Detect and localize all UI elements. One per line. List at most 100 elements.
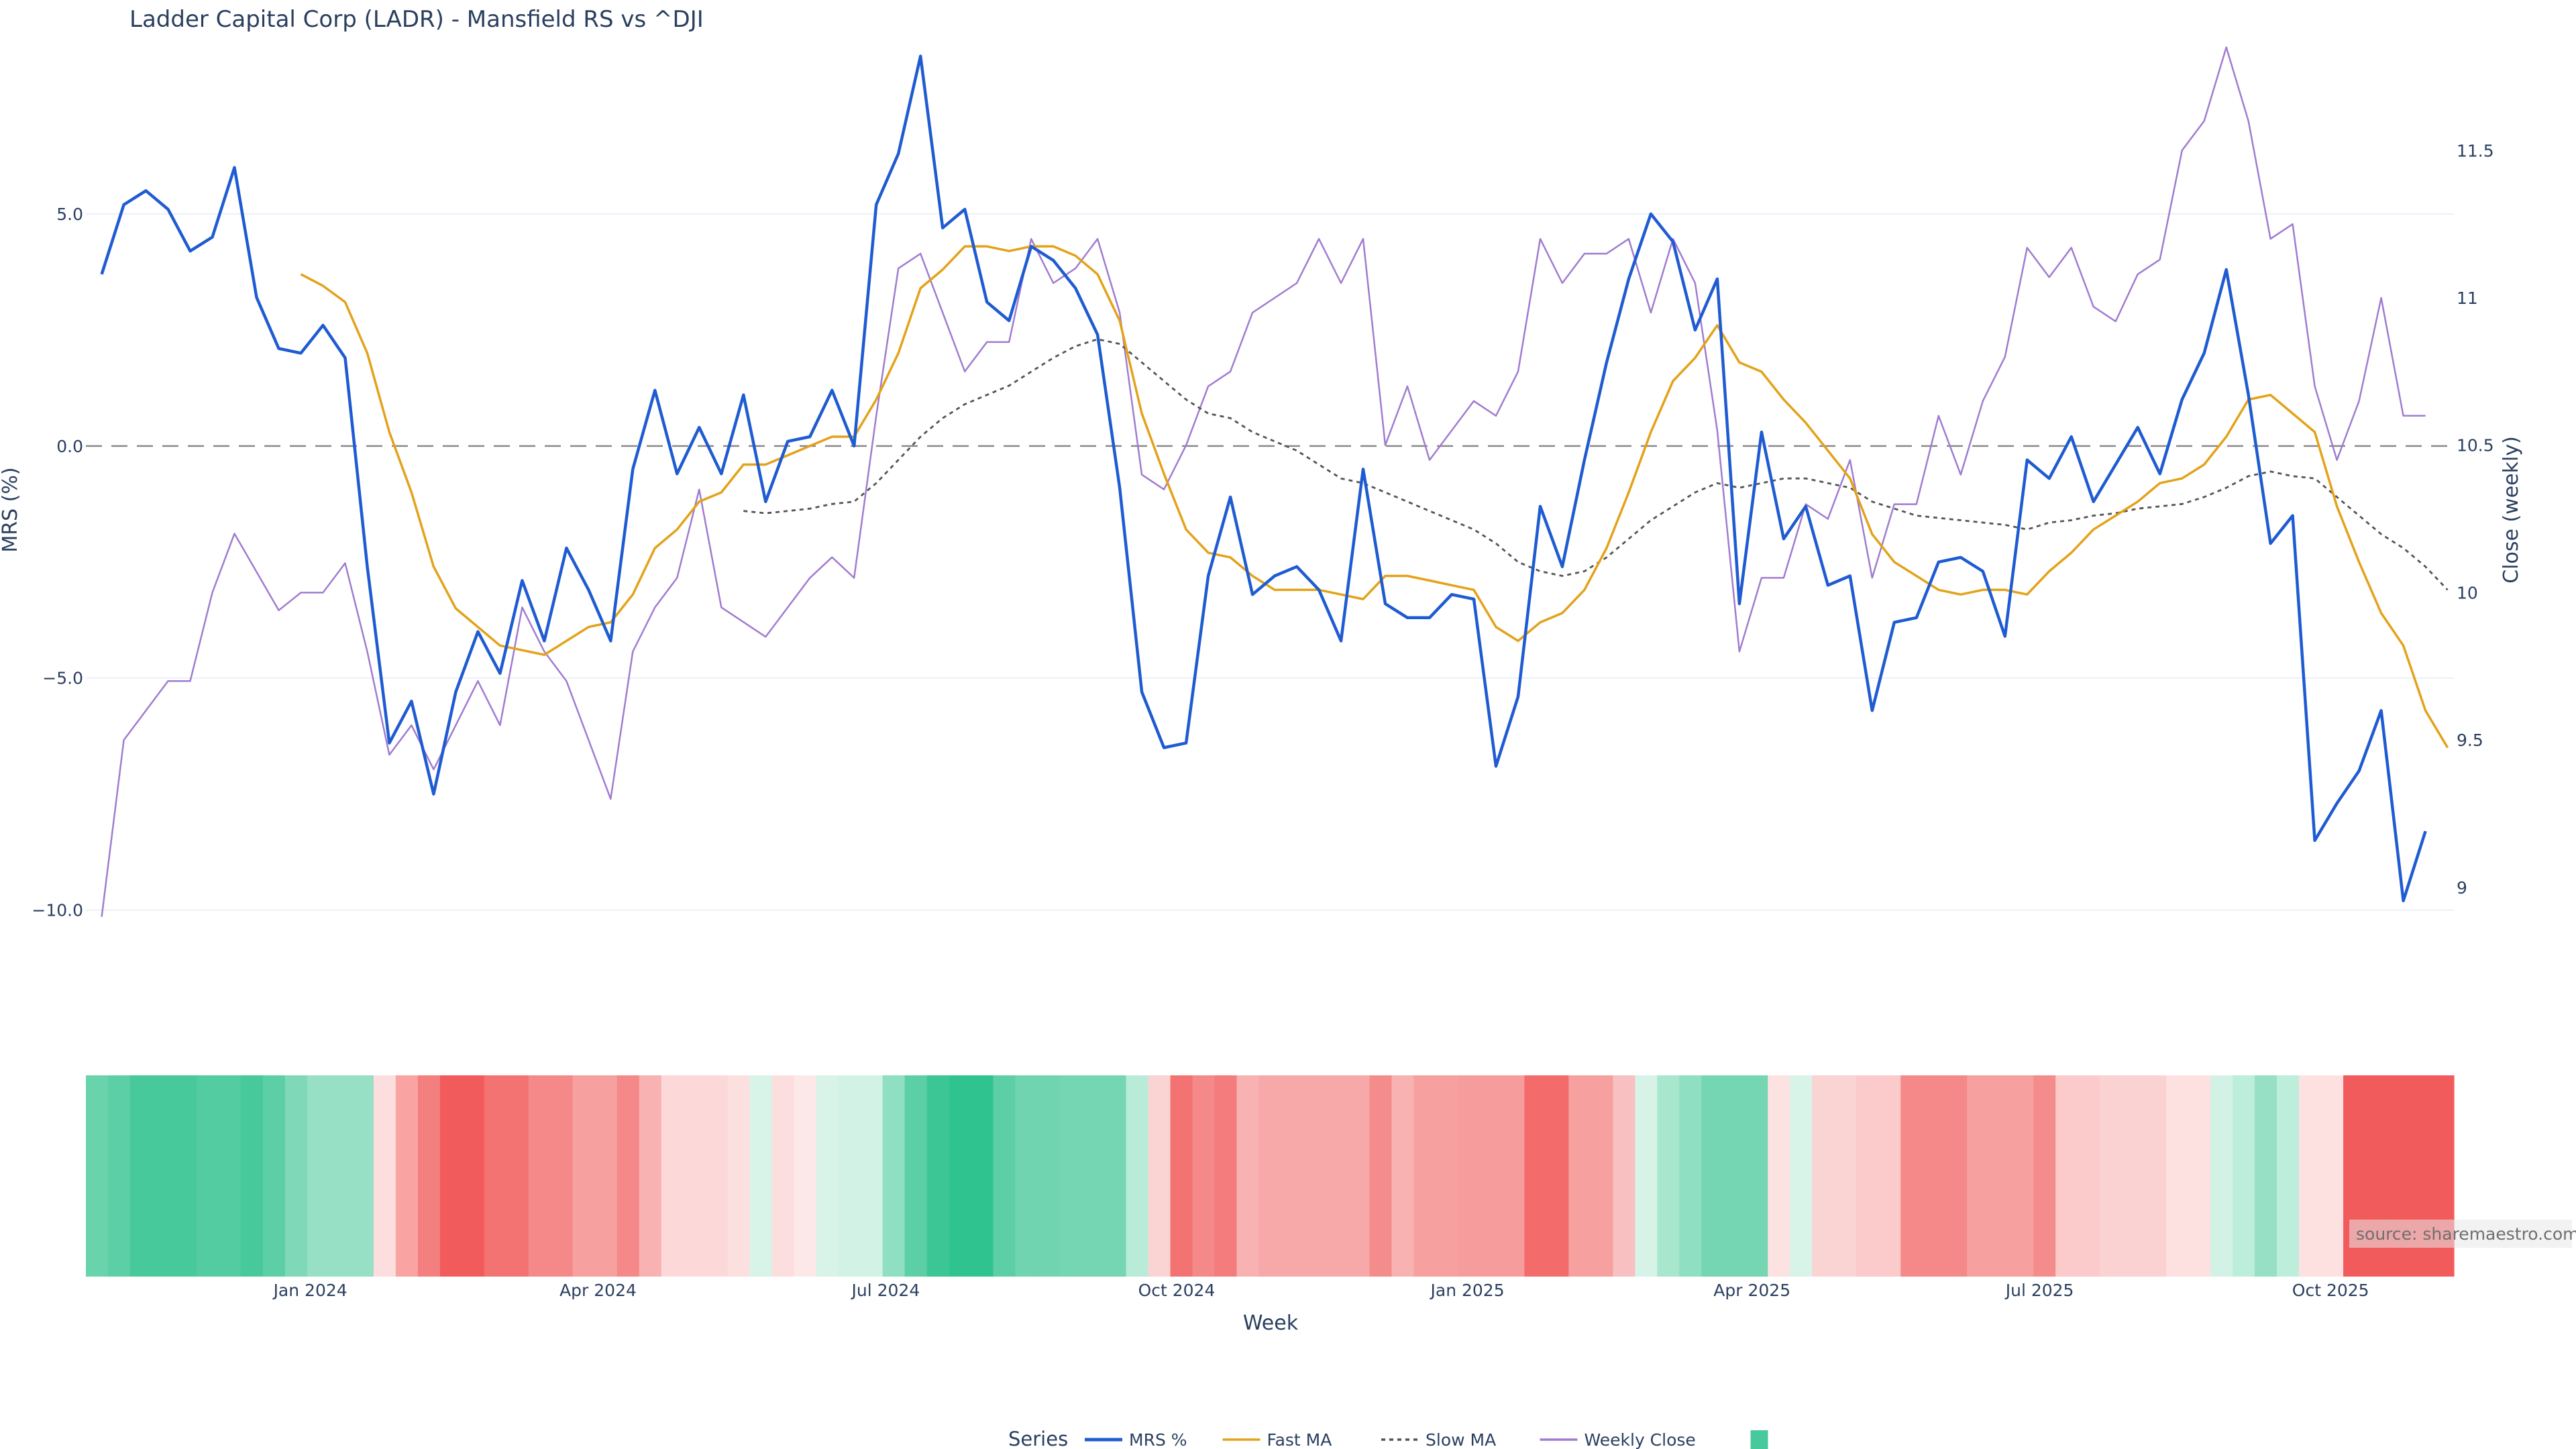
- heatmap-cell: [2122, 1075, 2145, 1277]
- legend-title: Series: [1008, 1428, 1068, 1449]
- heatmap-cell: [1701, 1075, 1724, 1277]
- heatmap-cell: [971, 1075, 994, 1277]
- y2-tick-label: 9.5: [2457, 731, 2483, 750]
- heatmap-cell: [1458, 1075, 1481, 1277]
- heatmap-cell: [904, 1075, 928, 1277]
- x-tick-label: Jul 2024: [851, 1281, 920, 1300]
- heatmap-cell: [307, 1075, 330, 1277]
- series-weekly-close: [101, 46, 2426, 917]
- heatmap-cell: [284, 1075, 308, 1277]
- heatmap-cell: [1148, 1075, 1171, 1277]
- heatmap-cell: [462, 1075, 485, 1277]
- series-slow-ma: [743, 338, 2449, 591]
- y-tick-label: 5.0: [56, 205, 83, 224]
- heatmap-cell: [2210, 1075, 2233, 1277]
- heatmap-cell: [1303, 1075, 1326, 1277]
- heatmap-cell: [1900, 1075, 1923, 1277]
- heatmap-cell: [417, 1075, 441, 1277]
- heatmap-cell: [1325, 1075, 1348, 1277]
- legend-label: Fast MA: [1267, 1430, 1332, 1449]
- heatmap-cell: [2100, 1075, 2123, 1277]
- heatmap-cell: [1546, 1075, 1569, 1277]
- heatmap-cell: [2033, 1075, 2056, 1277]
- heatmap-cell: [1923, 1075, 1945, 1277]
- grid: [86, 213, 2454, 911]
- x-tick-label: Jan 2024: [272, 1281, 347, 1300]
- heatmap-cell: [2144, 1075, 2167, 1277]
- heatmap-cell: [1768, 1075, 1790, 1277]
- series-layer: [100, 46, 2449, 917]
- heatmap-cell: [1369, 1075, 1393, 1277]
- heatmap-cell: [439, 1075, 463, 1277]
- heatmap-cell: [727, 1075, 751, 1277]
- y2-tick-label: 11: [2457, 288, 2478, 308]
- heatmap-cell: [993, 1075, 1016, 1277]
- heatmap-cell: [1104, 1075, 1127, 1277]
- heatmap-cell: [351, 1075, 374, 1277]
- heatmap-cell: [1059, 1075, 1083, 1277]
- x-tick-label: Oct 2025: [2292, 1281, 2369, 1300]
- heatmap-cell: [616, 1075, 640, 1277]
- y2-tick-label: 10.5: [2457, 436, 2494, 455]
- heatmap-cell: [2277, 1075, 2300, 1277]
- legend-label: MRS %: [1129, 1430, 1187, 1449]
- heatmap-cell: [1502, 1075, 1525, 1277]
- heatmap-cell: [2321, 1075, 2344, 1277]
- x-tick-label: Oct 2024: [1138, 1281, 1216, 1300]
- legend-swatch-heatmap: [1750, 1430, 1768, 1449]
- heatmap-cell: [1679, 1075, 1702, 1277]
- heatmap-cell: [152, 1075, 175, 1277]
- heatmap-cell: [1258, 1075, 1282, 1277]
- x-tick-label: Apr 2025: [1713, 1281, 1790, 1300]
- heatmap-cell: [1413, 1075, 1437, 1277]
- heatmap-cell: [329, 1075, 352, 1277]
- heatmap-cell: [949, 1075, 972, 1277]
- heatmap-cell: [1790, 1075, 1813, 1277]
- x-tick-label: Jan 2025: [1430, 1281, 1505, 1300]
- source-note: source: sharemaestro.com: [2356, 1224, 2576, 1244]
- heatmap-cell: [639, 1075, 662, 1277]
- heatmap-cell: [594, 1075, 618, 1277]
- heatmap-cell: [1391, 1075, 1415, 1277]
- heatmap-cell: [771, 1075, 795, 1277]
- heatmap-cell: [174, 1075, 197, 1277]
- x-axis: Jan 2024 Apr 2024 Jul 2024 Oct 2024 Jan 2025…: [272, 1281, 2369, 1300]
- heatmap-cell: [506, 1075, 529, 1277]
- heatmap-cell: [1126, 1075, 1149, 1277]
- heatmap-cell: [1524, 1075, 1547, 1277]
- heatmap-cell: [1436, 1075, 1459, 1277]
- heatmap-cell: [262, 1075, 286, 1277]
- heatmap-cell: [1281, 1075, 1304, 1277]
- y-axis-label: MRS (%): [0, 467, 22, 552]
- series-mrs: [100, 54, 2427, 903]
- y-tick-label: −10.0: [32, 901, 83, 920]
- x-tick-label: Apr 2024: [559, 1281, 637, 1300]
- heatmap-cell: [1945, 1075, 1968, 1277]
- heatmap-cell: [705, 1075, 729, 1277]
- heatmap-cell: [1236, 1075, 1260, 1277]
- heatmap-cell: [528, 1075, 551, 1277]
- heatmap-cell: [882, 1075, 906, 1277]
- heatmap-cell: [218, 1075, 241, 1277]
- heatmap-cell: [1657, 1075, 1680, 1277]
- heatmap-cell: [1613, 1075, 1635, 1277]
- heatmap-cell: [550, 1075, 574, 1277]
- y2-tick-label: 9: [2457, 878, 2467, 898]
- y-axis-right: 9 9.5 10 10.5 11 11.5: [2457, 141, 2494, 898]
- heatmap-cell: [1989, 1075, 2012, 1277]
- x-tick-label: Jul 2025: [2004, 1281, 2074, 1300]
- y-tick-label: −5.0: [42, 669, 83, 688]
- heatmap-cell: [1081, 1075, 1105, 1277]
- legend: Series MRS % Fast MA Slow MA Weekly Close: [1008, 1428, 1768, 1449]
- heatmap-cell: [484, 1075, 507, 1277]
- heatmap-cell: [1878, 1075, 1901, 1277]
- heatmap-cell: [2166, 1075, 2189, 1277]
- legend-label: Weekly Close: [1585, 1430, 1696, 1449]
- heatmap-cell: [2011, 1075, 2034, 1277]
- heatmap-cell: [1170, 1075, 1193, 1277]
- heatmap-cell: [1812, 1075, 1835, 1277]
- heatmap-cell: [2055, 1075, 2078, 1277]
- heatmap-cell: [1856, 1075, 1879, 1277]
- heatmap-cell: [1591, 1075, 1613, 1277]
- chart-title: Ladder Capital Corp (LADR) - Mansfield R…: [129, 6, 704, 33]
